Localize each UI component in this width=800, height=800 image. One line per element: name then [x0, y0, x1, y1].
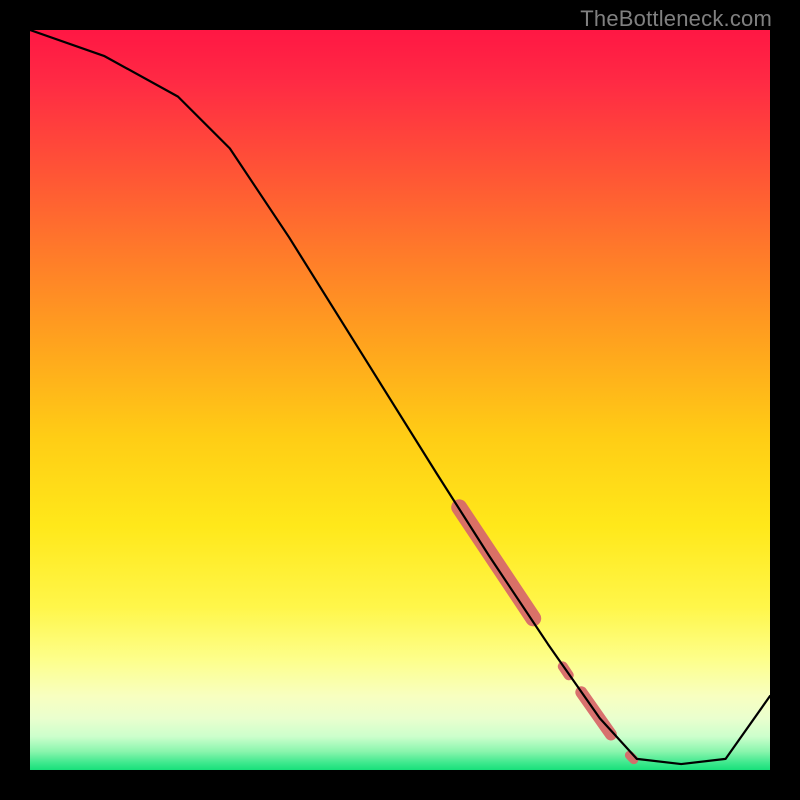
chart-svg: [30, 30, 770, 770]
chart-frame: TheBottleneck.com: [0, 0, 800, 800]
plot-area: [30, 30, 770, 770]
watermark-text: TheBottleneck.com: [580, 6, 772, 32]
gradient-background: [30, 30, 770, 770]
